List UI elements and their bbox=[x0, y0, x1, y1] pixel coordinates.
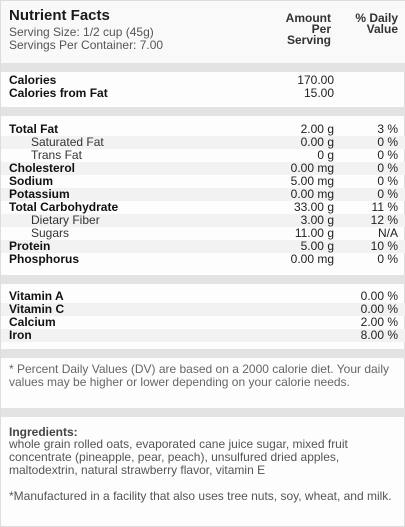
servings-per-container: Servings Per Container: 7.00 bbox=[9, 38, 164, 52]
dv-header-line: % Daily bbox=[355, 11, 398, 25]
nutrient-row: Trans Fat 0 g 0 % bbox=[1, 149, 405, 162]
nutrient-amount: 0.00 g bbox=[300, 135, 334, 149]
section-divider bbox=[1, 63, 405, 72]
nutrient-label: Total Carbohydrate bbox=[9, 200, 119, 214]
nutrient-daily-value: 0 % bbox=[377, 187, 398, 201]
nutrient-daily-value: 3 % bbox=[377, 122, 398, 136]
nutrient-amount: 5.00 mg bbox=[290, 174, 334, 188]
vitamin-label: Iron bbox=[9, 328, 32, 342]
nutrient-amount: 15.00 bbox=[303, 86, 334, 100]
nutrient-amount: 11.00 g bbox=[294, 226, 334, 240]
nutrient-row: Cholesterol 0.00 mg 0 % bbox=[1, 162, 405, 175]
dv-header-line: Value bbox=[366, 22, 398, 36]
nutrient-daily-value: 11 % bbox=[371, 200, 398, 214]
nutrient-row: Total Carbohydrate 33.00 g 11 % bbox=[1, 201, 405, 214]
vitamin-label: Vitamin A bbox=[9, 289, 64, 303]
nutrient-daily-value: 0 % bbox=[377, 161, 398, 175]
vitamin-label: Vitamin C bbox=[9, 302, 65, 316]
nutrient-daily-value: 10 % bbox=[370, 239, 398, 253]
nutrient-amount: 0.00 mg bbox=[290, 252, 334, 266]
nutrient-amount: 0.00 mg bbox=[290, 161, 334, 175]
nutrient-label: Sodium bbox=[9, 174, 53, 188]
serving-size: Serving Size: 1/2 cup (45g) bbox=[9, 25, 154, 39]
nutrient-label: Phosphorus bbox=[9, 252, 80, 266]
vitamin-daily-value: 0.00 % bbox=[360, 302, 398, 316]
nutrient-label: Calories from Fat bbox=[9, 86, 108, 100]
nutrient-daily-value: 0 % bbox=[377, 148, 398, 162]
nutrient-amount: 3.00 g bbox=[300, 213, 334, 227]
vitamin-row: Iron 8.00 % bbox=[1, 329, 405, 342]
calories-from-fat-row: Calories from Fat 15.00 bbox=[1, 87, 405, 100]
nutrient-label: Protein bbox=[9, 239, 51, 253]
vitamin-daily-value: 0.00 % bbox=[360, 289, 398, 303]
nutrient-label: Trans Fat bbox=[31, 148, 82, 162]
calories-row: Calories 170.00 bbox=[1, 74, 405, 87]
panel-header: Nutrient Facts Serving Size: 1/2 cup (45… bbox=[1, 1, 405, 63]
section-divider bbox=[1, 107, 405, 116]
vitamin-label: Calcium bbox=[9, 315, 56, 329]
nutrient-label: Dietary Fiber bbox=[31, 213, 100, 227]
nutrient-row: Protein 5.00 g 10 % bbox=[1, 240, 405, 253]
nutrient-row: Phosphorus 0.00 mg 0 % bbox=[1, 253, 405, 266]
nutrient-row: Total Fat 2.00 g 3 % bbox=[1, 123, 405, 136]
nutrient-row: Potassium 0.00 mg 0 % bbox=[1, 188, 405, 201]
ingredients-list: whole grain rolled oats, evaporated cane… bbox=[9, 437, 348, 477]
vitamin-daily-value: 2.00 % bbox=[360, 315, 398, 329]
nutrient-amount: 0.00 mg bbox=[290, 187, 334, 201]
ingredients-title: Ingredients: bbox=[9, 425, 78, 439]
vitamin-row: Vitamin A 0.00 % bbox=[1, 290, 405, 303]
daily-value-header: % Daily Value bbox=[328, 11, 398, 36]
section-divider bbox=[1, 275, 405, 284]
nutrient-row: Saturated Fat 0.00 g 0 % bbox=[1, 136, 405, 149]
nutrient-row: Sodium 5.00 mg 0 % bbox=[1, 175, 405, 188]
nutrient-amount: 5.00 g bbox=[300, 239, 334, 253]
section-divider bbox=[1, 349, 405, 358]
nutrient-label: Calories bbox=[9, 73, 57, 87]
nutrient-daily-value: 0 % bbox=[377, 174, 398, 188]
nutrient-label: Total Fat bbox=[9, 122, 59, 136]
nutrient-daily-value: 12 % bbox=[370, 213, 398, 227]
amount-header: Amount Per Serving bbox=[271, 11, 331, 47]
nutrient-label: Sugars bbox=[31, 226, 70, 240]
nutrient-row: Sugars 11.00 g N/A bbox=[1, 227, 405, 240]
panel-title: Nutrient Facts bbox=[9, 7, 110, 24]
nutrient-amount: 2.00 g bbox=[300, 122, 334, 136]
nutrient-amount: 33.00 g bbox=[293, 200, 334, 214]
section-divider bbox=[1, 408, 405, 417]
vitamin-daily-value: 8.00 % bbox=[360, 328, 398, 342]
nutrient-label: Potassium bbox=[9, 187, 70, 201]
nutrient-row: Dietary Fiber 3.00 g 12 % bbox=[1, 214, 405, 227]
vitamin-row: Vitamin C 0.00 % bbox=[1, 303, 405, 316]
nutrient-label: Cholesterol bbox=[9, 161, 76, 175]
amount-header-line: Serving bbox=[286, 33, 331, 47]
vitamin-row: Calcium 2.00 % bbox=[1, 316, 405, 329]
manufacturing-note: *Manufactured in a facility that also us… bbox=[9, 489, 392, 503]
amount-header-line: Per bbox=[311, 22, 331, 36]
nutrient-amount: 0 g bbox=[317, 148, 334, 162]
nutrient-daily-value: 0 % bbox=[377, 135, 398, 149]
daily-value-footnote: * Percent Daily Values (DV) are based on… bbox=[9, 362, 389, 389]
nutrient-daily-value: 0 % bbox=[377, 252, 398, 266]
nutrient-daily-value: N/A bbox=[377, 226, 398, 240]
amount-header-line: Amount bbox=[285, 11, 331, 25]
nutrient-amount: 170.00 bbox=[297, 73, 334, 87]
nutrient-label: Saturated Fat bbox=[31, 135, 104, 149]
